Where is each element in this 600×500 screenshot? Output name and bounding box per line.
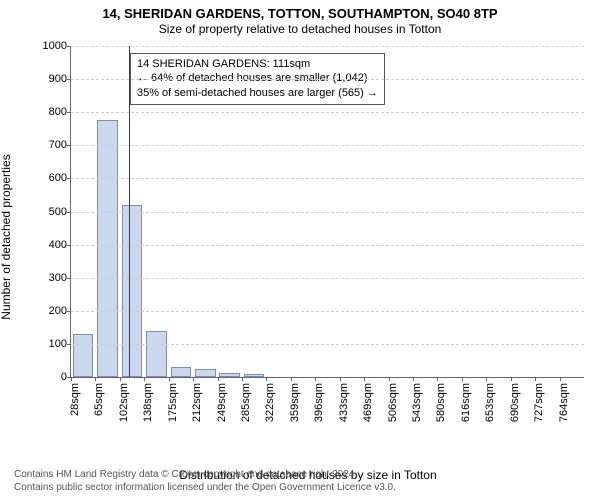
grid-line	[71, 344, 584, 345]
x-tick-label: 28sqm	[69, 383, 81, 416]
grid-line	[71, 178, 584, 179]
x-tick-mark	[144, 377, 145, 381]
x-tick-label: 396sqm	[313, 383, 325, 422]
plot-area: 14 SHERIDAN GARDENS: 111sqm← 64% of deta…	[70, 46, 584, 378]
x-tick-mark	[218, 377, 219, 381]
info-box-line: 35% of semi-detached houses are larger (…	[137, 86, 378, 101]
x-tick-mark	[364, 377, 365, 381]
footer-text: Contains HM Land Registry data © Crown c…	[14, 468, 396, 494]
x-tick-mark	[437, 377, 438, 381]
x-tick-mark	[315, 377, 316, 381]
bar	[122, 205, 143, 377]
x-tick-label: 653sqm	[484, 383, 496, 422]
grid-line	[71, 245, 584, 246]
info-box-line: 14 SHERIDAN GARDENS: 111sqm	[137, 57, 378, 72]
x-tick-label: 580sqm	[435, 383, 447, 422]
x-tick-mark	[486, 377, 487, 381]
footer-line-1: Contains HM Land Registry data © Crown c…	[14, 468, 396, 481]
y-tick-mark	[67, 112, 71, 113]
y-tick-mark	[67, 212, 71, 213]
x-tick-mark	[535, 377, 536, 381]
x-tick-mark	[291, 377, 292, 381]
y-tick-mark	[67, 278, 71, 279]
x-tick-label: 175sqm	[167, 383, 179, 422]
y-tick-mark	[67, 311, 71, 312]
y-tick-mark	[67, 79, 71, 80]
grid-line	[71, 79, 584, 80]
bar	[97, 120, 118, 377]
x-tick-label: 433sqm	[338, 383, 350, 422]
page-subtitle: Size of property relative to detached ho…	[0, 21, 600, 36]
x-tick-mark	[340, 377, 341, 381]
grid-line	[71, 278, 584, 279]
x-tick-mark	[413, 377, 414, 381]
bar	[171, 367, 192, 377]
grid-line	[71, 212, 584, 213]
grid-line	[71, 145, 584, 146]
x-tick-label: 727sqm	[533, 383, 545, 422]
x-tick-label: 285sqm	[240, 383, 252, 422]
x-tick-label: 359sqm	[289, 383, 301, 422]
x-tick-label: 249sqm	[216, 383, 228, 422]
x-tick-label: 138sqm	[142, 383, 154, 422]
y-axis-label: Number of detached properties	[0, 154, 13, 319]
x-tick-label: 616sqm	[460, 383, 472, 422]
x-tick-mark	[389, 377, 390, 381]
y-tick-mark	[67, 344, 71, 345]
x-tick-label: 764sqm	[558, 383, 570, 422]
x-tick-mark	[169, 377, 170, 381]
y-tick-mark	[67, 245, 71, 246]
x-tick-mark	[95, 377, 96, 381]
bar	[219, 373, 240, 377]
bar	[195, 369, 216, 377]
bar	[73, 334, 94, 377]
bar	[244, 374, 265, 377]
x-tick-label: 506sqm	[387, 383, 399, 422]
x-tick-mark	[120, 377, 121, 381]
histogram-chart: Number of detached properties 14 SHERIDA…	[28, 44, 588, 430]
x-tick-mark	[462, 377, 463, 381]
x-tick-label: 690sqm	[509, 383, 521, 422]
footer-line-2: Contains public sector information licen…	[14, 481, 396, 494]
x-tick-label: 543sqm	[411, 383, 423, 422]
x-tick-label: 102sqm	[118, 383, 130, 422]
page-title: 14, SHERIDAN GARDENS, TOTTON, SOUTHAMPTO…	[0, 0, 600, 21]
grid-line	[71, 311, 584, 312]
grid-line	[71, 112, 584, 113]
x-tick-label: 65sqm	[93, 383, 105, 416]
y-tick-mark	[67, 46, 71, 47]
x-tick-mark	[560, 377, 561, 381]
x-tick-label: 212sqm	[191, 383, 203, 422]
x-tick-mark	[71, 377, 72, 381]
x-tick-label: 469sqm	[362, 383, 374, 422]
bar	[146, 331, 167, 377]
x-tick-mark	[242, 377, 243, 381]
x-tick-mark	[193, 377, 194, 381]
y-tick-mark	[67, 178, 71, 179]
x-tick-mark	[266, 377, 267, 381]
y-tick-mark	[67, 145, 71, 146]
x-tick-mark	[511, 377, 512, 381]
grid-line	[71, 46, 584, 47]
x-tick-label: 322sqm	[264, 383, 276, 422]
